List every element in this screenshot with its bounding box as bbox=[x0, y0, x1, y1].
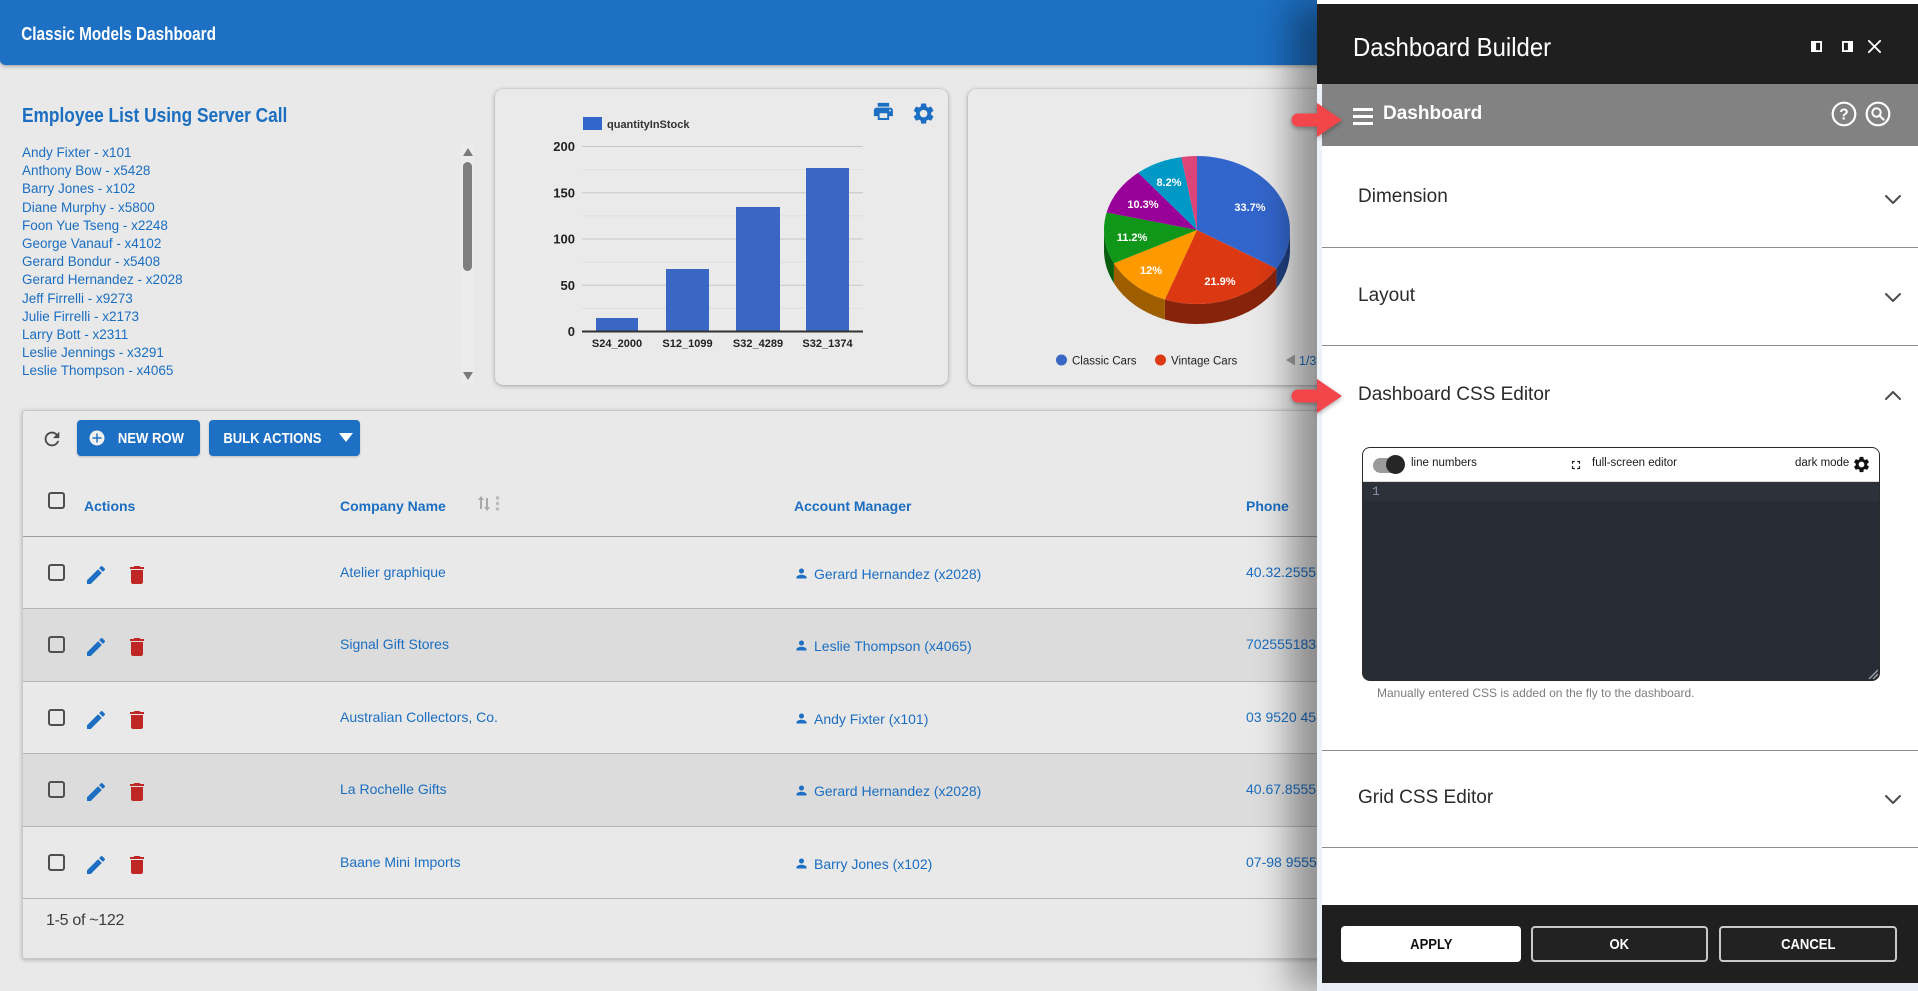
svg-text:21.9%: 21.9% bbox=[1204, 276, 1235, 288]
svg-text:12%: 12% bbox=[1140, 265, 1162, 277]
svg-text:quantityInStock: quantityInStock bbox=[607, 119, 690, 131]
svg-text:S32_4289: S32_4289 bbox=[733, 338, 783, 350]
svg-text:1/3: 1/3 bbox=[1299, 354, 1316, 368]
svg-text:S32_1374: S32_1374 bbox=[802, 338, 853, 350]
svg-text:50: 50 bbox=[561, 278, 575, 293]
svg-text:Classic Cars: Classic Cars bbox=[1072, 356, 1137, 368]
svg-text:10.3%: 10.3% bbox=[1127, 199, 1158, 211]
svg-text:Vintage Cars: Vintage Cars bbox=[1171, 356, 1238, 368]
svg-text:S24_2000: S24_2000 bbox=[592, 338, 642, 350]
svg-text:?: ? bbox=[1839, 107, 1848, 124]
svg-text:200: 200 bbox=[553, 139, 575, 154]
svg-text:0: 0 bbox=[568, 324, 575, 339]
svg-text:33.7%: 33.7% bbox=[1234, 202, 1265, 214]
svg-text:100: 100 bbox=[553, 232, 575, 247]
svg-text:8.2%: 8.2% bbox=[1156, 177, 1181, 189]
svg-text:150: 150 bbox=[553, 185, 575, 200]
svg-text:S12_1099: S12_1099 bbox=[662, 338, 712, 350]
svg-text:11.2%: 11.2% bbox=[1117, 232, 1148, 244]
